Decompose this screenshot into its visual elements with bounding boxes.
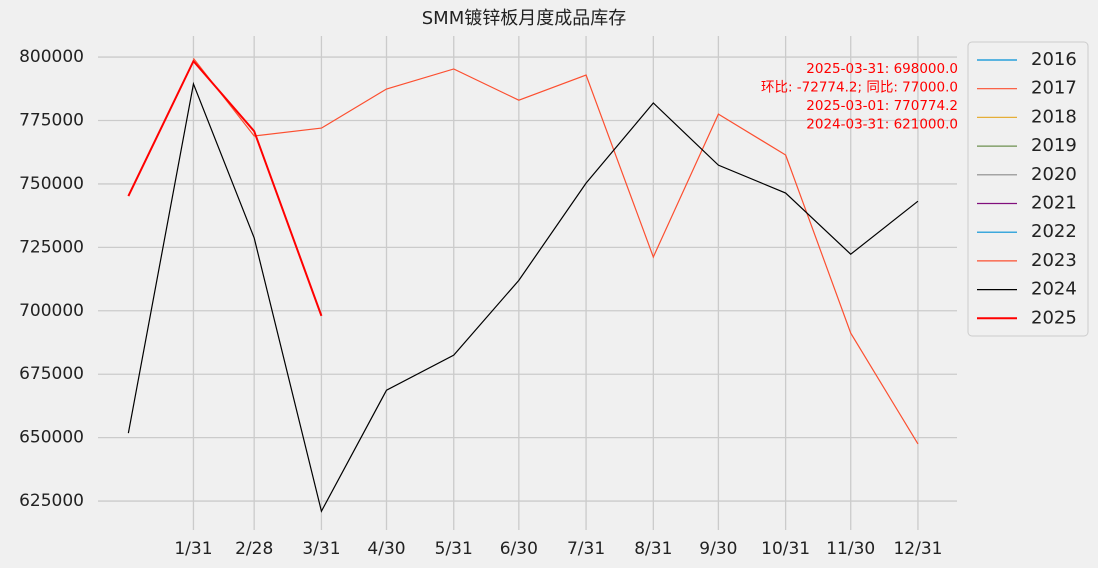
y-tick-label: 750000 xyxy=(19,174,84,194)
legend-label: 2020 xyxy=(1031,164,1077,185)
x-tick-label: 2/28 xyxy=(235,539,273,559)
x-tick-label: 4/30 xyxy=(367,539,405,559)
annotation: 环比: -72774.2; 同比: 77000.0 xyxy=(761,80,958,96)
y-tick-label: 625000 xyxy=(19,491,84,511)
x-tick-label: 12/31 xyxy=(893,539,942,559)
legend-label: 2023 xyxy=(1031,250,1077,271)
x-tick-label: 9/30 xyxy=(699,539,737,559)
x-tick-label: 8/31 xyxy=(634,539,672,559)
y-tick-label: 675000 xyxy=(19,364,84,384)
x-tick-label: 3/31 xyxy=(302,539,340,559)
x-tick-label: 1/31 xyxy=(174,539,212,559)
y-tick-label: 775000 xyxy=(19,110,84,130)
x-tick-label: 7/31 xyxy=(567,539,605,559)
legend-label: 2025 xyxy=(1031,307,1077,328)
y-tick-label: 700000 xyxy=(19,301,84,321)
x-tick-label: 10/31 xyxy=(761,539,810,559)
legend-label: 2016 xyxy=(1031,49,1077,70)
annotation: 2025-03-01: 770774.2 xyxy=(806,98,958,114)
series-line xyxy=(127,81,919,513)
x-tick-label: 11/30 xyxy=(826,539,875,559)
legend-label: 2021 xyxy=(1031,193,1077,214)
legend-label: 2019 xyxy=(1031,135,1077,156)
chart-title: SMM镀锌板月度成品库存 xyxy=(422,8,627,29)
y-tick-label: 800000 xyxy=(19,47,84,67)
annotation: 2024-03-31: 621000.0 xyxy=(806,117,958,133)
legend-label: 2017 xyxy=(1031,78,1077,99)
series-line xyxy=(127,59,323,317)
legend-label: 2024 xyxy=(1031,279,1077,300)
series-line xyxy=(192,57,919,445)
x-tick-label: 5/31 xyxy=(435,539,473,559)
legend-label: 2022 xyxy=(1031,221,1077,242)
annotation: 2025-03-31: 698000.0 xyxy=(806,61,958,77)
legend-box xyxy=(967,41,1089,337)
y-tick-label: 650000 xyxy=(19,428,84,448)
legend-label: 2018 xyxy=(1031,106,1077,127)
y-tick-label: 725000 xyxy=(19,237,84,257)
x-tick-label: 6/30 xyxy=(500,539,538,559)
